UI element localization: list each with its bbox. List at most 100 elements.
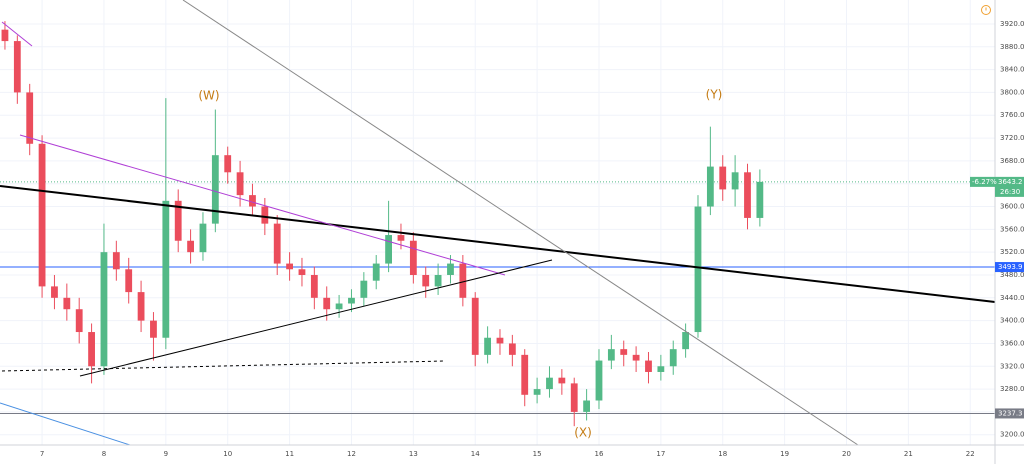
candle-body — [459, 263, 467, 298]
y-tick-label: 3920.0 — [1000, 20, 1024, 28]
axes: 3200.03240.03280.03320.03360.03400.03440… — [40, 20, 1024, 458]
candle-body — [471, 297, 479, 355]
candle-body — [496, 337, 504, 344]
x-tick-label: 13 — [409, 450, 418, 458]
candle-body — [694, 206, 702, 333]
candle-body — [595, 360, 603, 401]
candle-body — [26, 92, 34, 144]
candle-body — [51, 286, 58, 298]
trend-lines — [0, 0, 996, 446]
candle-body — [310, 274, 318, 298]
candle-body — [434, 274, 442, 287]
trend-line — [0, 185, 996, 303]
candle-body — [38, 143, 46, 287]
price-tag-label: 3643.2 — [998, 178, 1023, 186]
x-tick-label: 18 — [718, 450, 727, 458]
info-icon[interactable] — [981, 5, 991, 15]
trend-line — [1, 21, 33, 47]
candle-body — [397, 235, 405, 241]
wave-label: (Y) — [706, 88, 723, 102]
trend-line — [0, 402, 131, 446]
wave-label: (W) — [198, 89, 219, 103]
candle-body — [607, 349, 615, 361]
y-tick-label: 3320.0 — [1000, 362, 1024, 370]
candle-body — [174, 200, 182, 241]
countdown-label: 26:30 — [1000, 188, 1020, 196]
candle-body — [88, 332, 95, 367]
candle-body — [323, 297, 331, 310]
x-tick-label: 9 — [164, 450, 168, 458]
candle-body — [261, 206, 269, 224]
candle-body — [422, 274, 430, 287]
candle-body — [533, 389, 541, 395]
grid — [0, 0, 995, 445]
y-tick-label: 3480.0 — [1000, 271, 1024, 279]
candle-body — [162, 200, 170, 338]
candles — [1, 21, 764, 427]
trend-line — [19, 134, 506, 276]
candle-body — [570, 383, 578, 412]
y-tick-label: 3200.0 — [1000, 431, 1024, 439]
candle-body — [706, 166, 714, 207]
x-tick-label: 22 — [966, 450, 975, 458]
price-tag-label: 3237.3 — [998, 409, 1023, 417]
y-tick-label: 3840.0 — [1000, 66, 1024, 74]
change-label: -6.27% — [972, 178, 997, 186]
candle-body — [508, 343, 516, 355]
y-tick-label: 3440.0 — [1000, 294, 1024, 302]
price-tag — [995, 408, 1024, 419]
y-tick-label: 3400.0 — [1000, 317, 1024, 325]
candle-body — [100, 252, 108, 367]
candle-body — [385, 235, 392, 264]
x-tick-label: 11 — [285, 450, 294, 458]
candle-body — [249, 195, 256, 207]
candle-body — [558, 377, 566, 384]
y-tick-label: 3360.0 — [1000, 339, 1024, 347]
candle-body — [657, 366, 665, 372]
x-tick-label: 20 — [842, 450, 851, 458]
candle-body — [63, 297, 71, 310]
x-tick-label: 17 — [656, 450, 665, 458]
candle-body — [546, 377, 553, 390]
candle-body — [756, 181, 764, 218]
y-tick-label: 3680.0 — [1000, 157, 1024, 165]
candle-body — [298, 269, 306, 275]
candle-body — [669, 349, 677, 367]
candle-body — [137, 292, 145, 321]
candle-body — [731, 172, 739, 190]
x-tick-label: 19 — [780, 450, 789, 458]
x-tick-label: 8 — [102, 450, 106, 458]
price-tag-label: 3493.9 — [998, 263, 1023, 271]
candle-body — [682, 332, 690, 350]
x-tick-label: 12 — [347, 450, 356, 458]
candle-body — [75, 309, 83, 333]
candle-body — [1, 29, 9, 42]
candle-body — [125, 269, 133, 293]
trend-line — [1, 360, 446, 372]
trend-line — [79, 259, 553, 377]
y-tick-label: 3280.0 — [1000, 385, 1024, 393]
x-tick-label: 16 — [595, 450, 604, 458]
candle-body — [335, 303, 343, 310]
candle-body — [372, 263, 380, 281]
x-tick-label: 15 — [533, 450, 542, 458]
candle-body — [645, 360, 652, 372]
candle-body — [719, 166, 727, 190]
wave-label: (X) — [574, 426, 592, 440]
price-tag — [995, 262, 1024, 273]
candle-body — [199, 223, 207, 253]
candle-body — [187, 240, 194, 253]
candle-body — [447, 263, 454, 275]
y-tick-label: 3520.0 — [1000, 248, 1024, 256]
candle-body — [620, 349, 628, 355]
candle-body — [360, 280, 368, 298]
candle-body — [744, 172, 751, 218]
y-tick-label: 3800.0 — [1000, 88, 1024, 96]
change-tag — [970, 176, 995, 187]
price-tag — [995, 176, 1024, 197]
trend-line — [182, 0, 859, 446]
candle-body — [348, 297, 355, 304]
candle-body — [13, 41, 21, 93]
candle-body — [521, 354, 529, 395]
